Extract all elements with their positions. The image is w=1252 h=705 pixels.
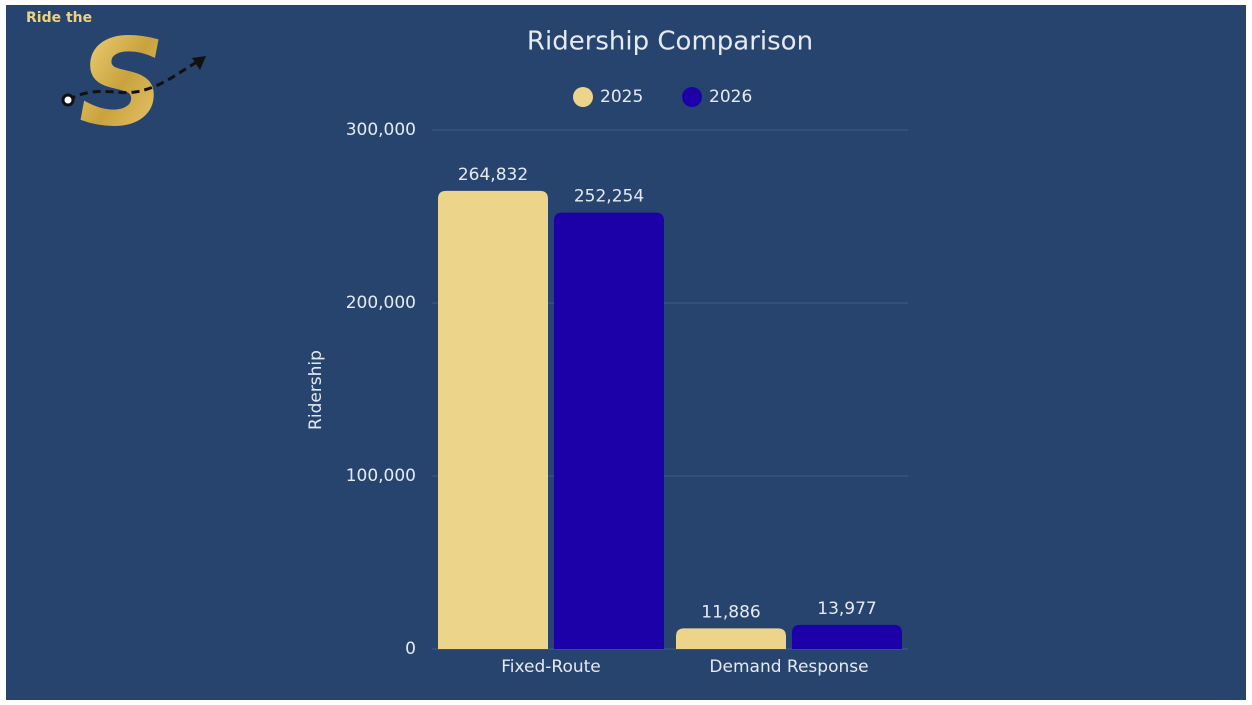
- bar: [792, 624, 902, 649]
- logo-route: [67, 58, 201, 102]
- legend-swatch: [682, 87, 702, 107]
- y-tick-label: 200,000: [346, 293, 416, 313]
- y-tick-label: 0: [405, 639, 416, 659]
- bar: [438, 190, 548, 649]
- logo: Ride the S: [26, 10, 206, 154]
- y-tick-label: 300,000: [346, 120, 416, 140]
- logo-letter: S: [79, 15, 165, 154]
- value-label: 11,886: [701, 602, 760, 622]
- logo-text: Ride the: [26, 10, 92, 26]
- chart-title: Ridership Comparison: [527, 27, 813, 57]
- value-label: 264,832: [458, 165, 528, 185]
- x-tick-label: Fixed-Route: [501, 657, 601, 677]
- bar: [554, 212, 664, 649]
- bar: [676, 628, 786, 649]
- logo-dot: [61, 93, 75, 107]
- y-axis-label: Ridership: [306, 350, 326, 430]
- logo-arrow: [192, 56, 206, 70]
- legend-label: 2025: [600, 87, 643, 107]
- y-tick-label: 100,000: [346, 466, 416, 486]
- legend-swatch: [573, 87, 593, 107]
- x-tick-label: Demand Response: [709, 657, 868, 677]
- legend-label: 2026: [709, 87, 752, 107]
- value-label: 13,977: [817, 599, 876, 619]
- value-label: 252,254: [574, 187, 644, 207]
